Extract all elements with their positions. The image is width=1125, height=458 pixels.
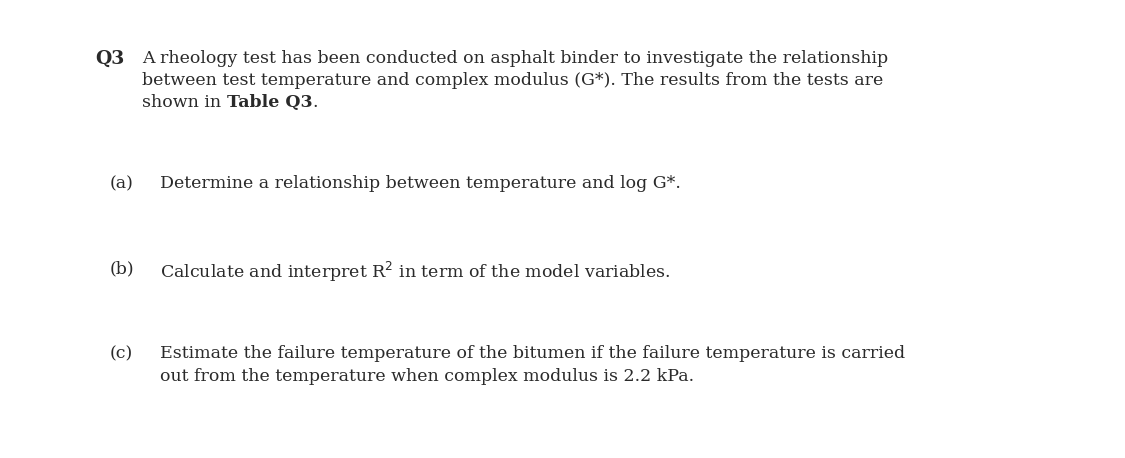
Text: (b): (b) <box>110 260 135 277</box>
Text: shown in: shown in <box>142 94 226 111</box>
Text: A rheology test has been conducted on asphalt binder to investigate the relation: A rheology test has been conducted on as… <box>142 50 888 67</box>
Text: (a): (a) <box>110 175 134 192</box>
Text: (c): (c) <box>110 345 133 362</box>
Text: Q3: Q3 <box>94 50 125 68</box>
Text: out from the temperature when complex modulus is 2.2 kPa.: out from the temperature when complex mo… <box>160 368 694 385</box>
Text: Table Q3: Table Q3 <box>226 94 313 111</box>
Text: Calculate and interpret R$^2$ in term of the model variables.: Calculate and interpret R$^2$ in term of… <box>160 260 670 284</box>
Text: .: . <box>313 94 317 111</box>
Text: between test temperature and complex modulus (G*). The results from the tests ar: between test temperature and complex mod… <box>142 72 883 89</box>
Text: Estimate the failure temperature of the bitumen if the failure temperature is ca: Estimate the failure temperature of the … <box>160 345 906 362</box>
Text: Determine a relationship between temperature and log G*.: Determine a relationship between tempera… <box>160 175 681 192</box>
